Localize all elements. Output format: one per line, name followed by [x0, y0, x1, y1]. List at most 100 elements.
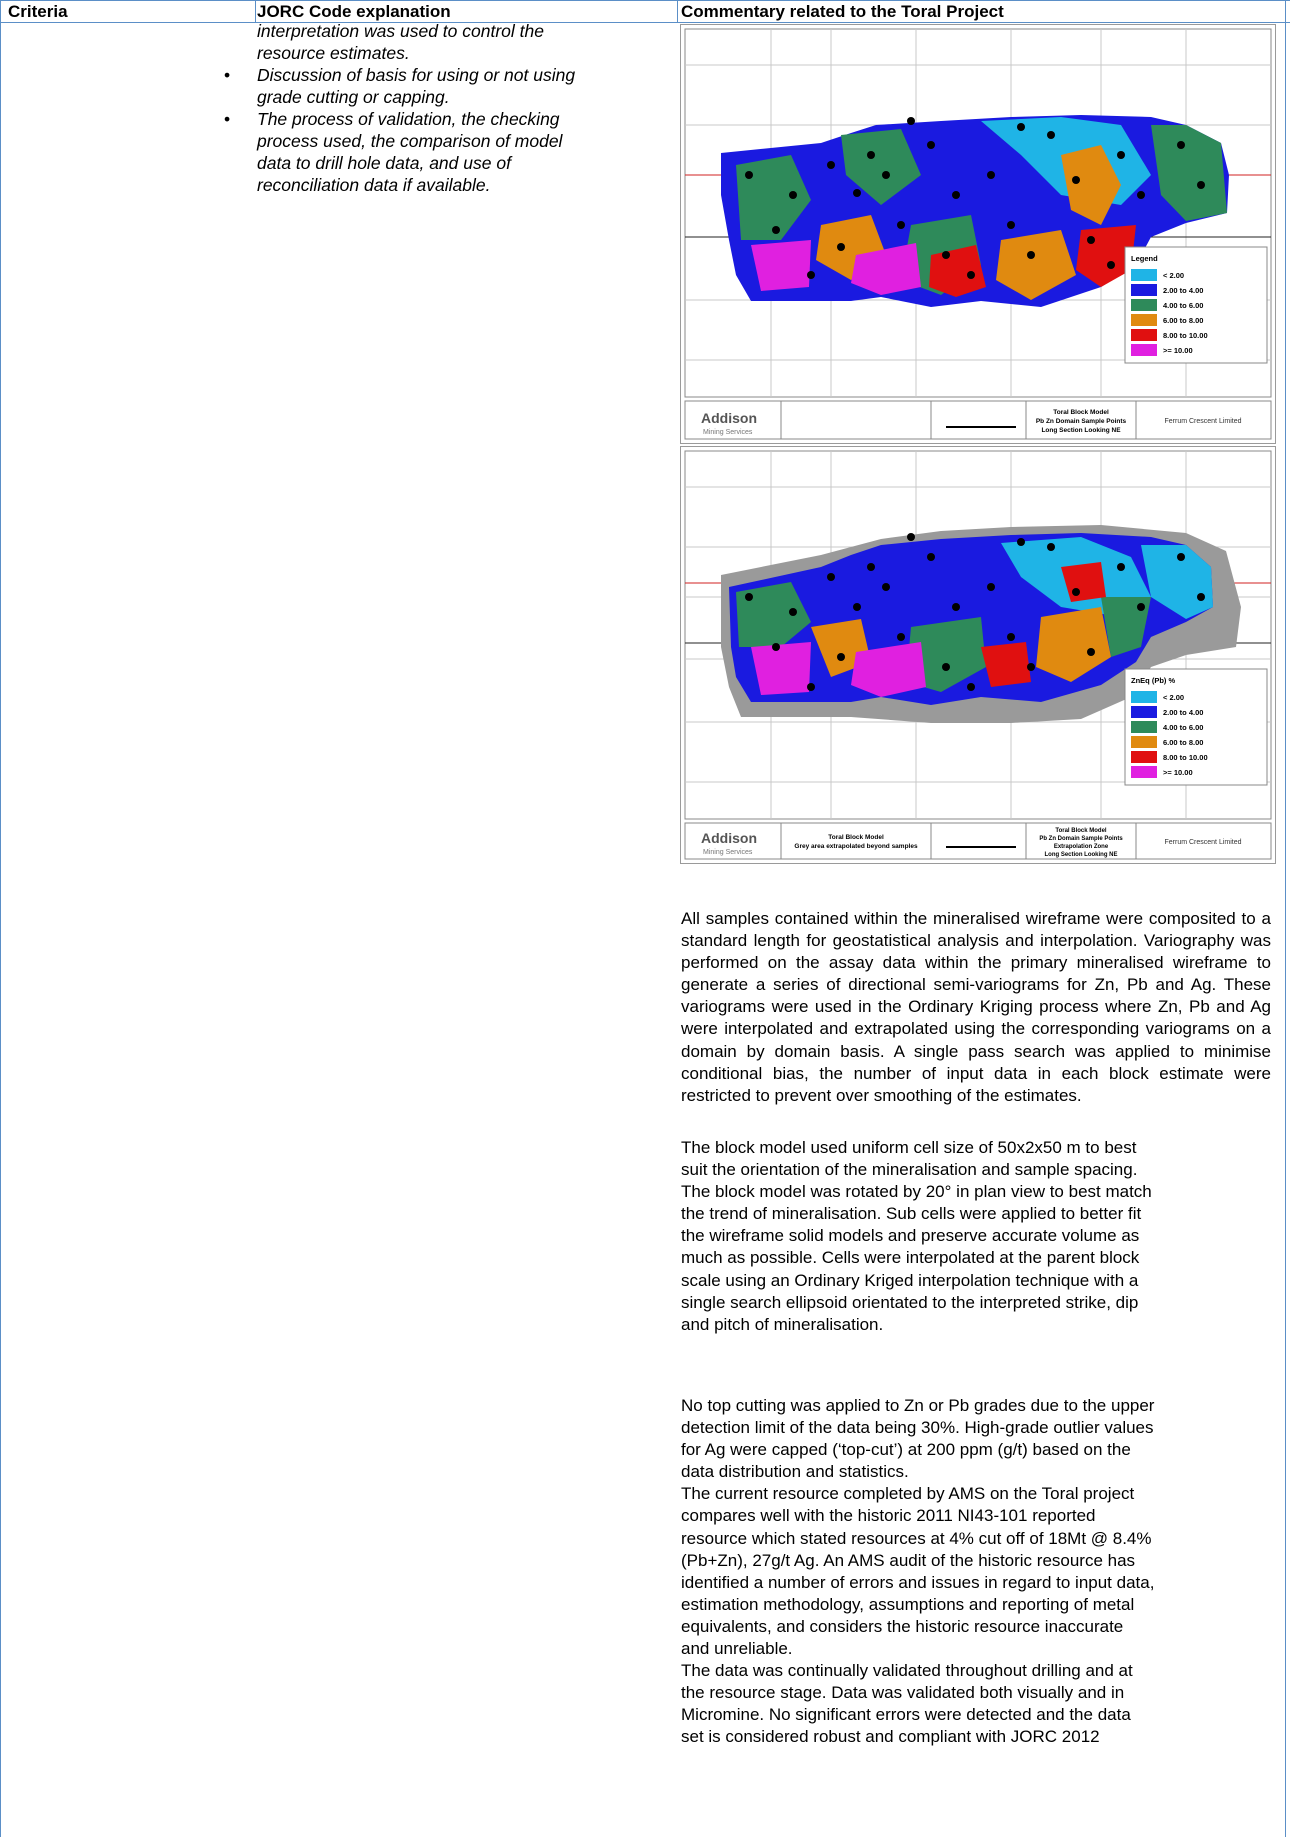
sample-points: [745, 533, 1205, 691]
text-line: (Pb+Zn), 27g/t Ag. An AMS audit of the h…: [681, 1550, 1136, 1570]
paragraph-text: All samples contained within the mineral…: [681, 909, 1271, 1105]
title-block-line: Toral Block Model: [1053, 409, 1109, 416]
legend-title: Legend: [1131, 254, 1158, 263]
legend-entries: < 2.00 2.00 to 4.00 4.00 to 6.00 6.00 to 8.…: [1131, 691, 1208, 778]
jorc-bullet-item: • The process of validation, the checkin…: [224, 108, 657, 196]
bullet-line: The process of validation, the checking: [257, 109, 560, 129]
jorc-explanation: interpretation was used to control the r…: [224, 20, 657, 196]
legend-label: 2.00 to 4.00: [1163, 708, 1203, 717]
legend-label: < 2.00: [1163, 693, 1184, 702]
company-logo-sub: Mining Services: [703, 429, 753, 436]
text-line: resource which stated resources at 4% cu…: [681, 1528, 1152, 1548]
legend-label: 4.00 to 6.00: [1163, 301, 1203, 310]
legend-swatch: [1131, 284, 1157, 296]
zone-mid: [1101, 597, 1151, 657]
zone-high: [996, 230, 1076, 300]
bullet-line: process used, the comparison of model: [257, 131, 563, 151]
text-line: the resource stage. Data was validated b…: [681, 1683, 1125, 1703]
text-line: The block model used uniform cell size o…: [681, 1138, 1137, 1157]
text-line: identified a number of errors and issues…: [681, 1572, 1155, 1592]
text-line: The data was continually validated throu…: [681, 1661, 1133, 1681]
header-commentary: Commentary related to the Toral Project: [681, 2, 1004, 21]
legend-label: 8.00 to 10.00: [1163, 331, 1208, 340]
block-model-figure-2: ZnEq (Pb) % < 2.00 2.00 to 4.00 4.00 to 6.…: [680, 446, 1276, 864]
legend-label: >= 10.00: [1163, 346, 1193, 355]
legend-label: 8.00 to 10.00: [1163, 753, 1208, 762]
title-block-line: Pb Zn Domain Sample Points: [1036, 418, 1127, 425]
zone-extreme: [851, 243, 921, 295]
legend-swatch: [1131, 766, 1157, 778]
title-block: [684, 400, 1272, 440]
legend-swatch: [1131, 736, 1157, 748]
header-divider-1: [255, 0, 256, 22]
legend-swatch: [1131, 691, 1157, 703]
header-divider-2: [677, 0, 678, 22]
text-line: suit the orientation of the mineralisati…: [681, 1160, 1138, 1180]
client-name: Ferrum Crescent Limited: [1164, 839, 1241, 846]
table-border-top: [0, 0, 1290, 1]
block-model-figure-1: Legend < 2.00 2.00 to 4.00 4.00 to 6.00 6.0…: [680, 24, 1276, 444]
text-line: detection limit of the data being 30%. H…: [681, 1418, 1154, 1438]
commentary-paragraph-3: No top cutting was applied to Zn or Pb g…: [681, 1395, 1271, 1749]
header-bottom-rule: [0, 22, 1290, 23]
legend-swatch: [1131, 721, 1157, 733]
bullet-icon: •: [224, 65, 231, 85]
legend-label: < 2.00: [1163, 271, 1184, 280]
zone-low: [1141, 545, 1213, 619]
header-jorc: JORC Code explanation: [257, 2, 451, 21]
zone-very-high: [981, 642, 1031, 687]
title-block-line: Long Section Looking NE: [1045, 852, 1118, 858]
legend-label: 4.00 to 6.00: [1163, 723, 1203, 732]
zone-mid: [841, 129, 921, 205]
long-section-plot-1: Legend < 2.00 2.00 to 4.00 4.00 to 6.00 6.0…: [684, 28, 1272, 440]
legend-label: >= 10.00: [1163, 768, 1193, 777]
title-block-line: Long Section Looking NE: [1041, 427, 1121, 434]
header-criteria: Criteria: [8, 2, 68, 21]
text-line: scale using an Ordinary Kriged interpola…: [681, 1270, 1139, 1290]
text-line: for Ag were capped (‘top-cut’) at 200 pp…: [681, 1440, 1131, 1460]
title-block-line: Extrapolation Zone: [1054, 844, 1109, 850]
table-border-left: [0, 0, 1, 1837]
bullet-line: reconciliation data if available.: [257, 175, 491, 195]
title-block-line: Toral Block Model: [1055, 828, 1107, 834]
legend-swatch: [1131, 344, 1157, 356]
zone-extreme: [851, 642, 926, 697]
legend-swatch: [1131, 314, 1157, 326]
figure-subtitle: Grey area extrapolated beyond samples: [794, 843, 918, 850]
zone-mid: [736, 582, 811, 647]
text-line: Micromine. No significant errors were de…: [681, 1705, 1131, 1725]
company-logo-text: Addison: [701, 410, 757, 426]
text-line: much as possible. Cells were interpolate…: [681, 1248, 1140, 1268]
bullet-icon: •: [224, 109, 231, 129]
jorc-bullet-item: • Discussion of basis for using or not u…: [224, 64, 657, 108]
legend-label: 6.00 to 8.00: [1163, 738, 1203, 747]
text-line: data distribution and statistics.: [681, 1462, 909, 1482]
legend-swatch: [1131, 299, 1157, 311]
zone-extreme: [751, 642, 811, 695]
jorc-bullet-list: • Discussion of basis for using or not u…: [224, 64, 657, 196]
text-line: estimation methodology, assumptions and …: [681, 1594, 1135, 1614]
legend-label: 6.00 to 8.00: [1163, 316, 1203, 325]
legend-swatch: [1131, 706, 1157, 718]
bullet-line: data to drill hole data, and use of: [257, 153, 511, 173]
text-line: compares well with the historic 2011 NI4…: [681, 1506, 1096, 1526]
legend-swatch: [1131, 751, 1157, 763]
zone-very-high: [929, 245, 986, 297]
text-line: the trend of mineralisation. Sub cells w…: [681, 1204, 1142, 1224]
legend-label: 2.00 to 4.00: [1163, 286, 1203, 295]
text-line: the wireframe solid models and preserve …: [681, 1226, 1140, 1246]
jorc-lead-line: interpretation was used to control the: [257, 21, 544, 41]
client-name: Ferrum Crescent Limited: [1164, 418, 1241, 425]
zone-high: [1036, 607, 1111, 682]
text-line: No top cutting was applied to Zn or Pb g…: [681, 1396, 1155, 1415]
commentary-paragraph-1: All samples contained within the mineral…: [681, 908, 1271, 1107]
text-line: equivalents, and considers the historic …: [681, 1616, 1124, 1636]
zone-mid: [906, 617, 986, 692]
legend-swatch: [1131, 269, 1157, 281]
long-section-plot-2: ZnEq (Pb) % < 2.00 2.00 to 4.00 4.00 to 6.…: [684, 450, 1272, 860]
company-logo-sub: Mining Services: [703, 849, 753, 856]
text-line: The current resource completed by AMS on…: [681, 1484, 1135, 1504]
text-line: The block model was rotated by 20° in pl…: [681, 1182, 1152, 1202]
commentary-paragraph-2: The block model used uniform cell size o…: [681, 1137, 1271, 1336]
